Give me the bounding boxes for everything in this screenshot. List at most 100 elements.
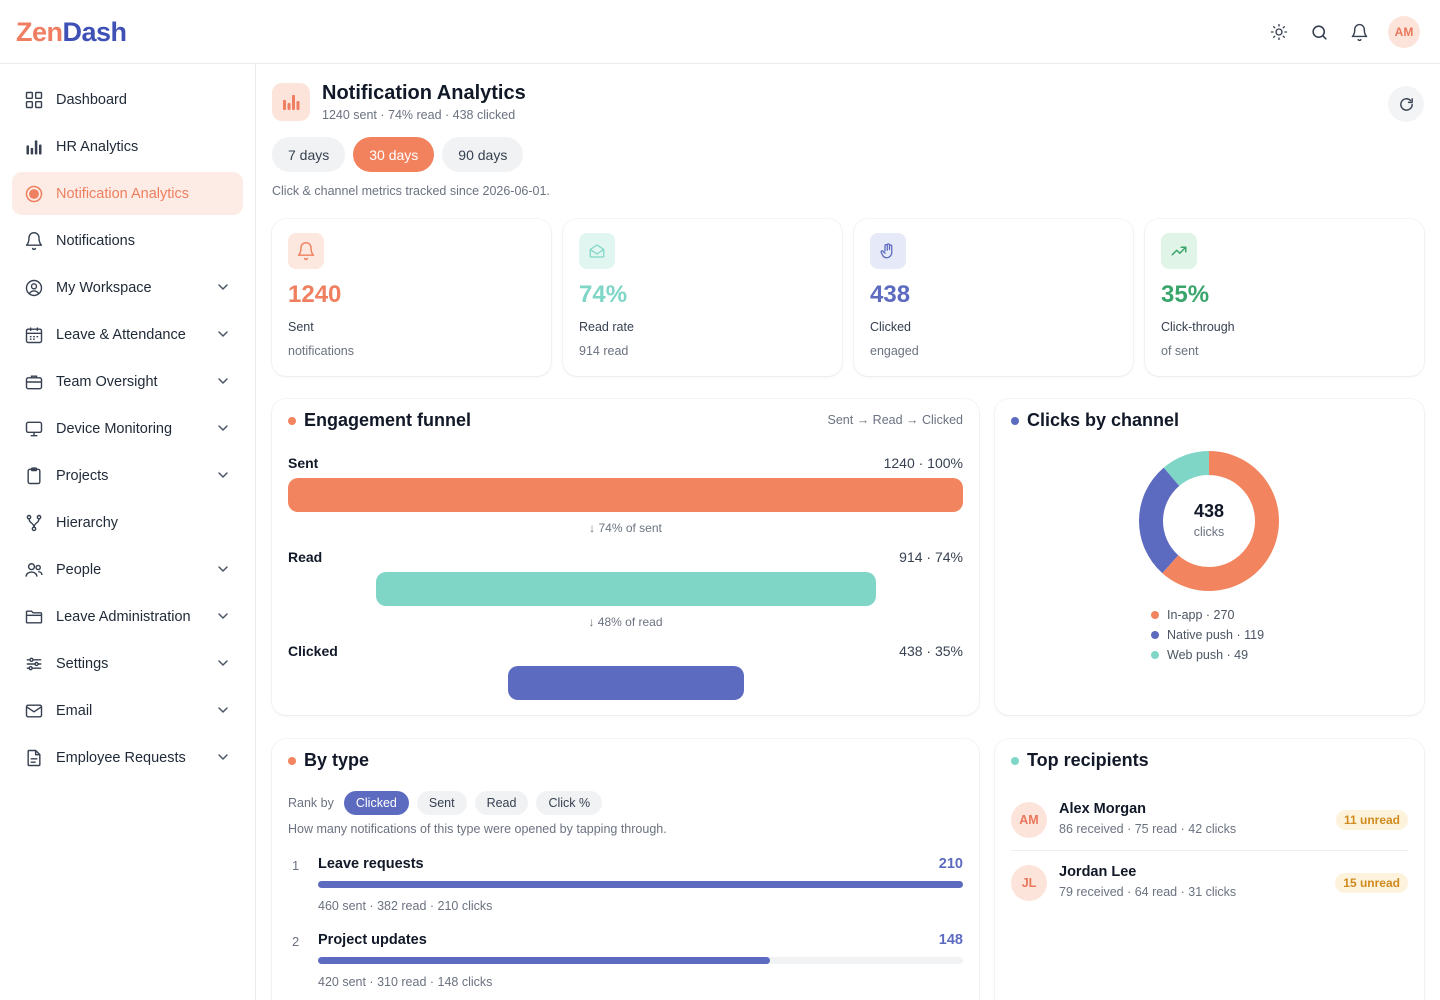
refresh-button[interactable]: [1388, 86, 1424, 122]
channel-donut-chart: [1138, 451, 1280, 591]
search-icon[interactable]: [1306, 16, 1332, 48]
chevron-down-icon[interactable]: [215, 702, 231, 718]
type-progress-fill: [318, 957, 770, 964]
sidebar-item-my-workspace[interactable]: My Workspace: [12, 266, 243, 309]
stat-label: Sent: [288, 320, 314, 334]
chevron-down-icon[interactable]: [215, 420, 231, 436]
rank-option[interactable]: Clicked: [343, 791, 409, 815]
recipient-name: Jordan Lee: [1059, 864, 1137, 880]
sidebar-item-projects[interactable]: Projects: [12, 454, 243, 497]
bell-icon[interactable]: [1346, 16, 1372, 48]
legend-label: Native push · 119: [1167, 628, 1265, 642]
sidebar-item-label: Dashboard: [56, 91, 127, 108]
sidebar-item-label: Settings: [56, 655, 109, 672]
sidebar-item-leave-attendance[interactable]: Leave & Attendance: [12, 313, 243, 356]
unread-badge: 15 unread: [1335, 873, 1408, 893]
donut-slice-0[interactable]: [1162, 451, 1280, 591]
recipient-row[interactable]: AM Alex Morgan 86 received · 75 read · 42 …: [1011, 789, 1408, 851]
bar-chart-icon: [272, 83, 310, 121]
sidebar-item-label: Projects: [56, 467, 109, 484]
chevron-down-icon[interactable]: [215, 561, 231, 577]
brand-logo[interactable]: ZenDash: [16, 16, 127, 48]
period-pill[interactable]: 30 days: [353, 137, 435, 172]
rank-option[interactable]: Read: [474, 791, 529, 815]
funnel-stage-value: 438 · 35%: [899, 643, 963, 659]
sidebar-item-label: Leave & Attendance: [56, 326, 186, 343]
stat-sub: of sent: [1161, 344, 1199, 358]
page-subtitle: 1240 sent · 74% read · 438 clicked: [322, 108, 516, 122]
user-avatar[interactable]: AM: [1388, 16, 1420, 48]
sidebar-item-leave-administration[interactable]: Leave Administration: [12, 595, 243, 638]
sidebar-item-label: Hierarchy: [56, 514, 119, 531]
sidebar-item-dashboard[interactable]: Dashboard: [12, 78, 243, 121]
funnel-title: Engagement funnel: [304, 410, 472, 430]
clicks-by-channel-card: Clicks by channel 438 clicks In-app · 27…: [995, 399, 1424, 715]
recipient-row[interactable]: JL Jordan Lee 79 received · 64 read · 31 c…: [1011, 852, 1408, 914]
file-icon: [24, 748, 44, 768]
sidebar-item-hierarchy[interactable]: Hierarchy: [12, 501, 243, 544]
funnel-hint: Sent → Read → Clicked: [827, 413, 963, 427]
sidebar-item-employee-requests[interactable]: Employee Requests: [12, 736, 243, 779]
top-recipients-card: Top recipients AM Alex Morgan 86 received …: [995, 739, 1424, 1000]
sidebar-item-notifications[interactable]: Notifications: [12, 219, 243, 262]
bar-chart-icon: [24, 137, 44, 157]
legend-dot: [1151, 651, 1159, 659]
hand-icon: [870, 233, 906, 269]
mail-icon: [24, 701, 44, 721]
donut-total: 438: [1193, 501, 1225, 521]
stat-label: Clicked: [870, 320, 911, 334]
period-pill[interactable]: 7 days: [272, 137, 346, 172]
chevron-down-icon[interactable]: [215, 373, 231, 389]
chevron-down-icon[interactable]: [215, 749, 231, 765]
sun-icon[interactable]: [1266, 16, 1292, 48]
section-dot: [288, 757, 296, 765]
refresh-icon: [1399, 97, 1413, 111]
section-dot: [288, 417, 296, 425]
type-name: Leave requests: [318, 856, 424, 872]
top-actions: AM: [1266, 16, 1420, 48]
sidebar-item-settings[interactable]: Settings: [12, 642, 243, 685]
period-pill[interactable]: 90 days: [442, 137, 524, 172]
page-title: Notification Analytics: [322, 82, 526, 104]
donut-slice-1[interactable]: [1138, 467, 1180, 574]
stat-label: Read rate: [579, 320, 634, 334]
sidebar-item-label: Notifications: [56, 232, 135, 249]
chevron-down-icon[interactable]: [215, 655, 231, 671]
period-selector: 7 days 30 days 90 days: [272, 137, 524, 172]
channels-title: Clicks by channel: [1027, 410, 1180, 430]
rank-option[interactable]: Sent: [416, 791, 467, 815]
type-clicks: 210: [938, 856, 963, 872]
by-type-title: By type: [304, 750, 370, 770]
funnel-drop-label: ↓ 48% of read: [588, 615, 663, 629]
sidebar-item-notification-analytics[interactable]: Notification Analytics: [12, 172, 243, 215]
type-rank: 1: [292, 858, 300, 873]
stat-card-clicked: 438 Clicked engaged: [854, 219, 1133, 376]
donut-slice-2[interactable]: [1163, 451, 1209, 486]
sidebar-item-people[interactable]: People: [12, 548, 243, 591]
sidebar-item-email[interactable]: Email: [12, 689, 243, 732]
sidebar-item-hr-analytics[interactable]: HR Analytics: [12, 125, 243, 168]
bell-icon: [24, 231, 44, 251]
legend-item: In-app · 270: [1151, 608, 1234, 622]
chevron-down-icon[interactable]: [215, 608, 231, 624]
rank-option[interactable]: Click %: [536, 791, 603, 815]
funnel-stage-label: Sent: [288, 455, 319, 471]
legend-dot: [1151, 611, 1159, 619]
type-clicks: 148: [938, 932, 963, 948]
sidebar-item-label: Team Oversight: [56, 373, 158, 390]
sidebar-item-team-oversight[interactable]: Team Oversight: [12, 360, 243, 403]
grid-icon: [24, 90, 44, 110]
chevron-down-icon[interactable]: [215, 326, 231, 342]
legend-item: Web push · 49: [1151, 648, 1248, 662]
sidebar-item-device-monitoring[interactable]: Device Monitoring: [12, 407, 243, 450]
unread-badge: 11 unread: [1335, 810, 1408, 830]
type-progress-track: [318, 881, 963, 888]
funnel-stage-value: 914 · 74%: [899, 549, 963, 565]
funnel-stage-label: Clicked: [288, 643, 338, 659]
stat-value: 1240: [288, 281, 342, 308]
chevron-down-icon[interactable]: [215, 467, 231, 483]
recipients-title: Top recipients: [1027, 750, 1149, 770]
chevron-down-icon[interactable]: [215, 279, 231, 295]
tracking-note: Click & channel metrics tracked since 20…: [272, 184, 550, 198]
stat-value: 438: [870, 281, 911, 308]
